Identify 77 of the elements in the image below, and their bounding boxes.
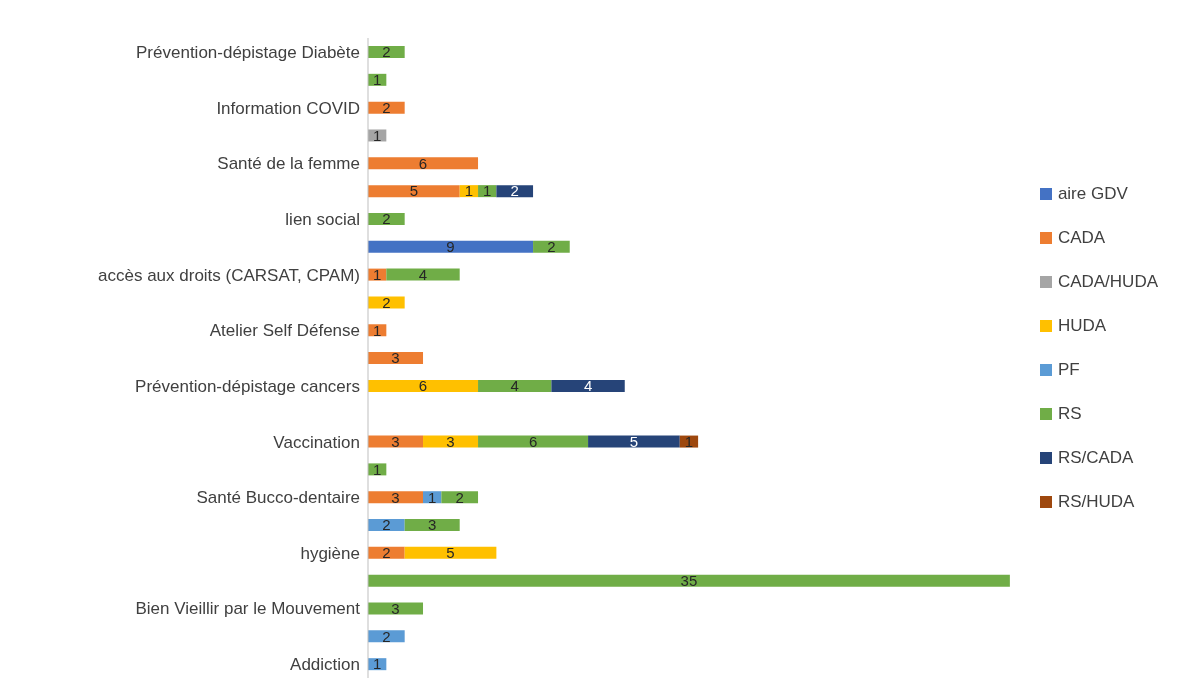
data-label: 6: [418, 154, 428, 172]
data-label: 1: [684, 432, 694, 450]
legend-label: RS: [1057, 403, 1082, 425]
data-label: 5: [409, 182, 419, 200]
data-label: 2: [382, 516, 391, 534]
legend-label: CADA/HUDA: [1057, 271, 1158, 293]
y-tick-label: Prévention-dépistage cancers: [135, 376, 360, 396]
bar: [404, 546, 497, 559]
y-tick-label: Santé Bucco-dentaire: [196, 488, 360, 508]
data-label: 1: [428, 488, 437, 506]
data-label: 1: [373, 460, 382, 478]
bar: [368, 185, 460, 198]
data-label: 6: [418, 377, 428, 395]
bar: [588, 435, 680, 448]
data-label: 2: [547, 238, 556, 256]
data-label: 2: [510, 182, 519, 200]
legend-label: HUDA: [1057, 315, 1107, 337]
y-tick-label: Bien Vieillir par le Mouvement: [135, 599, 361, 619]
bar: [368, 157, 479, 170]
data-label: 35: [680, 572, 698, 590]
bar: [551, 379, 625, 392]
data-label: 1: [373, 265, 382, 283]
y-tick-label: accès aux droits (CARSAT, CPAM): [98, 265, 360, 285]
y-tick-label: Addiction: [290, 655, 360, 675]
data-label: 2: [382, 98, 391, 116]
y-tick-label: hygiène: [300, 543, 360, 563]
legend-label: RS/HUDA: [1057, 491, 1135, 513]
data-label: 3: [391, 349, 400, 367]
bar: [441, 491, 479, 504]
data-label: 9: [446, 238, 455, 256]
y-tick-label: Vaccination: [273, 432, 360, 452]
data-label: 2: [455, 488, 464, 506]
data-label: 2: [382, 210, 391, 228]
data-label: 1: [373, 655, 382, 673]
bar: [423, 435, 479, 448]
data-label: 4: [418, 265, 428, 283]
data-label: 4: [510, 377, 519, 395]
data-label: 5: [629, 432, 639, 450]
data-label: 1: [373, 321, 382, 339]
bar: [496, 185, 534, 198]
data-label: 1: [483, 182, 492, 200]
data-label: 2: [382, 293, 391, 311]
y-tick-label: Santé de la femme: [217, 154, 360, 174]
legend-label: PF: [1057, 359, 1080, 381]
bar: [386, 268, 460, 281]
data-label: 3: [446, 432, 455, 450]
legend-label: CADA: [1057, 227, 1106, 249]
bar: [478, 435, 589, 448]
data-label: 4: [583, 377, 593, 395]
bar: [368, 602, 424, 615]
bar: [368, 574, 1010, 587]
data-label: 1: [373, 71, 382, 89]
bar: [368, 491, 424, 504]
y-tick-label: Prévention-dépistage Diabète: [136, 42, 360, 62]
data-label: 3: [428, 516, 437, 534]
bar: [368, 435, 424, 448]
bar: [478, 379, 552, 392]
bar: [368, 379, 479, 392]
y-tick-label: Atelier Self Défense: [209, 321, 360, 341]
bar: [404, 519, 460, 532]
data-label: 1: [464, 182, 474, 200]
data-label: 2: [382, 627, 391, 645]
bar: [368, 352, 424, 365]
data-label: 3: [391, 488, 400, 506]
bar: [368, 240, 534, 253]
data-label: 3: [391, 599, 400, 617]
data-label: 3: [391, 432, 400, 450]
bar: [533, 240, 570, 253]
data-label: 2: [382, 43, 391, 61]
data-label: 2: [382, 544, 391, 562]
data-label: 6: [528, 432, 538, 450]
data-label: 1: [373, 126, 382, 144]
data-label: 5: [446, 544, 455, 562]
y-tick-label: Information COVID: [216, 98, 360, 118]
y-tick-label: lien social: [285, 209, 360, 229]
legend-label: RS/CADA: [1057, 447, 1134, 469]
legend-label: aire GDV: [1057, 183, 1128, 205]
